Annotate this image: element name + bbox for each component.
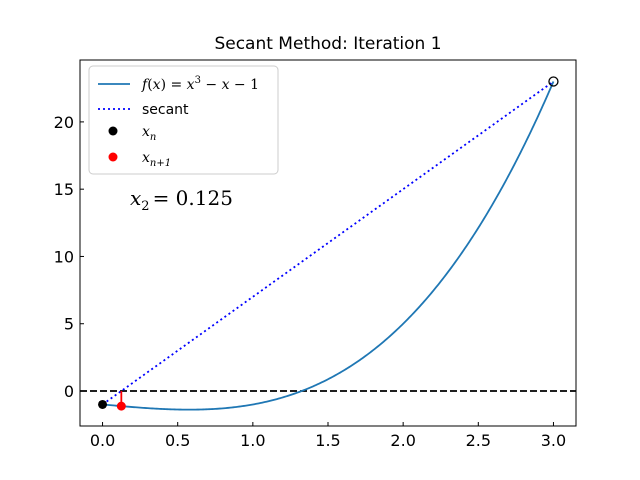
x-tick-label: 1.0 (240, 431, 265, 450)
xn1-point (116, 401, 126, 411)
chart-title: Secant Method: Iteration 1 (214, 34, 441, 54)
plot-area (80, 76, 576, 411)
legend-xn-marker (108, 126, 118, 136)
axes: 0.0 0.5 1.0 1.5 2.0 2.5 3.0 0 5 10 15 20 (54, 59, 577, 450)
x-tick-label: 1.5 (315, 431, 340, 450)
legend-xn1-marker (108, 152, 118, 162)
legend-function-label: f(x) = x3 − x − 1 (141, 75, 259, 93)
y-tick-label: 10 (54, 247, 74, 266)
legend-box (88, 65, 279, 175)
previous-point (548, 76, 559, 87)
x-tick-label: 2.0 (390, 431, 415, 450)
function-curve (102, 81, 555, 411)
y-tick-label: 15 (54, 180, 74, 199)
legend: f(x) = x3 − x − 1 secant xn xn+1 (88, 65, 279, 175)
iteration-annotation: x2 = 0.125 (130, 186, 233, 214)
x-tick-label: 0.0 (90, 431, 115, 450)
y-tick-label: 0 (64, 382, 74, 401)
x-tick-label: 0.5 (165, 431, 190, 450)
y-tick-label: 5 (64, 315, 74, 334)
legend-xn1-label: xn+1 (142, 150, 171, 169)
legend-secant-label: secant (142, 102, 189, 118)
x-tick-label: 3.0 (541, 431, 566, 450)
legend-xn-label: xn (142, 124, 156, 143)
y-tick-label: 20 (54, 113, 74, 132)
xn-point (98, 399, 108, 409)
x-tick-label: 2.5 (466, 431, 491, 450)
